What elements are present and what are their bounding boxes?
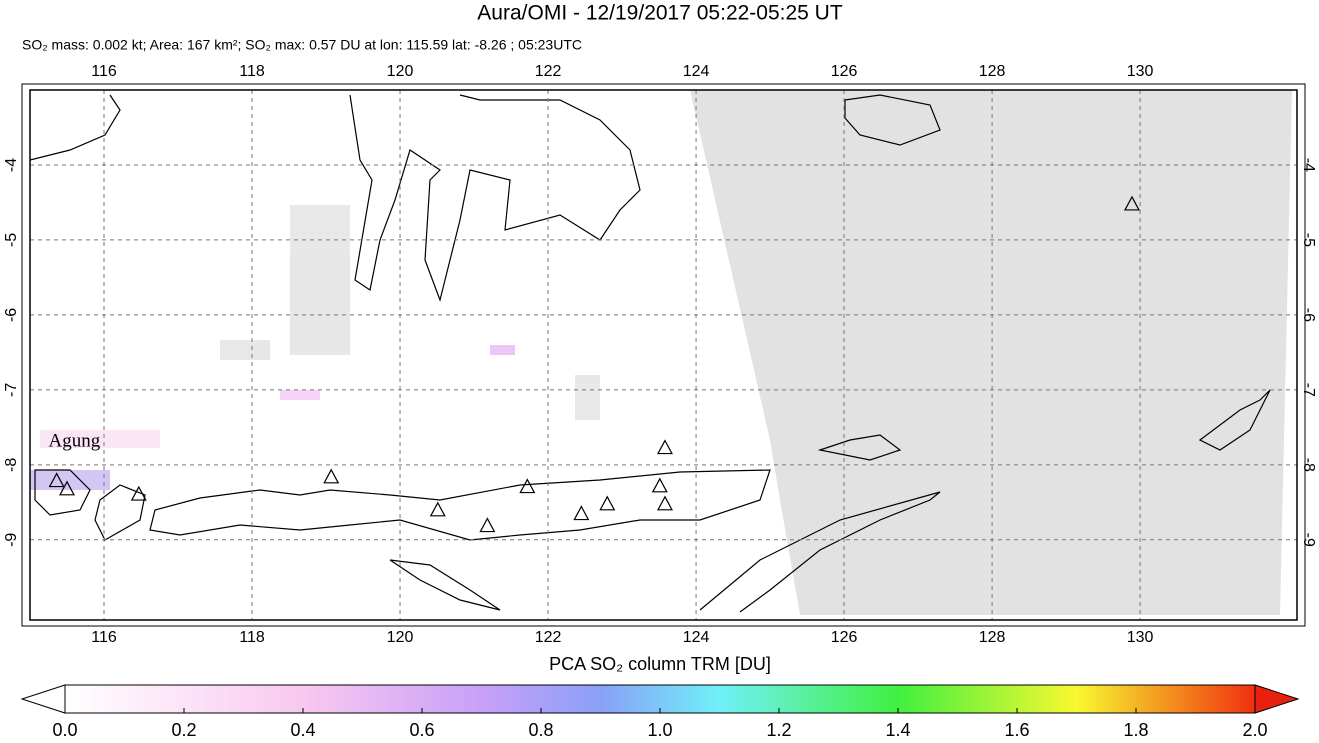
colorbar-label: PCA SO₂ column TRM [DU] [549, 654, 771, 674]
colorbar-over-arrow [1254, 684, 1300, 714]
lon-tick-label-top: 124 [683, 63, 710, 80]
lat-tick-label-left: -4 [3, 158, 20, 172]
lat-tick-label-left: -7 [3, 383, 20, 397]
colorbar-tick-label: 1.0 [647, 720, 672, 740]
lon-tick-label-top: 118 [239, 63, 265, 80]
volcano-marker [599, 495, 616, 511]
lon-tick-label-top: 120 [387, 63, 414, 80]
lon-tick-label-bottom: 130 [1127, 629, 1154, 646]
lon-tick-label-top: 126 [831, 63, 858, 80]
colorbar-tick-label: 2.0 [1242, 720, 1267, 740]
colorbar-tick-label: 1.8 [1123, 720, 1148, 740]
volcano-annotation: Agung [49, 431, 101, 452]
lon-tick-label-bottom: 124 [683, 629, 710, 646]
title: Aura/OMI - 12/19/2017 05:22-05:25 UT [477, 2, 843, 25]
volcano-marker [656, 495, 673, 511]
colorbar-tick-label: 1.2 [766, 720, 791, 740]
subtitle: SO₂ mass: 0.002 kt; Area: 167 km²; SO₂ m… [22, 37, 582, 53]
colorbar-tick-label: 1.6 [1004, 720, 1029, 740]
volcano-marker [519, 478, 536, 494]
volcano-marker [323, 468, 340, 484]
colorbar-tick-label: 0.8 [528, 720, 553, 740]
colorbar-tick-label: 1.4 [885, 720, 910, 740]
lat-tick-label-left: -6 [3, 308, 20, 322]
lat-tick-label-right: -8 [1300, 458, 1317, 472]
volcano-marker [429, 501, 446, 517]
map-area: Agung [30, 90, 1297, 620]
lon-tick-label-bottom: 126 [831, 629, 858, 646]
lat-tick-label-right: -7 [1300, 383, 1317, 397]
volcano-marker [651, 477, 668, 493]
lon-tick-label-top: 128 [979, 63, 1006, 80]
lon-tick-label-bottom: 122 [535, 629, 562, 646]
colorbar-tick-label: 0.0 [52, 720, 77, 740]
lon-tick-label-top: 130 [1127, 63, 1154, 80]
lon-tick-label-bottom: 116 [91, 629, 117, 646]
lon-tick-label-bottom: 118 [239, 629, 265, 646]
volcano-marker [656, 439, 673, 455]
lat-tick-label-right: -5 [1300, 233, 1317, 247]
lat-tick-label-left: -5 [3, 233, 20, 247]
map-frame [29, 89, 1298, 621]
volcano-marker [58, 480, 76, 496]
volcano-marker [573, 505, 590, 521]
lat-tick-label-right: -6 [1300, 308, 1317, 322]
lat-tick-label-right: -9 [1300, 533, 1317, 547]
colorbar-tick-label: 0.4 [290, 720, 315, 740]
lat-tick-label-left: -8 [3, 458, 20, 472]
so2-pixels [30, 205, 600, 490]
lon-tick-label-top: 122 [535, 63, 562, 80]
lat-tick-label-right: -4 [1300, 158, 1317, 172]
colorbar-tick-label: 0.2 [171, 720, 196, 740]
lon-tick-label-top: 116 [91, 63, 117, 80]
colorbar-under-arrow [20, 684, 66, 714]
volcano-marker [130, 485, 147, 501]
lon-tick-label-bottom: 120 [387, 629, 414, 646]
volcano-marker [479, 517, 496, 533]
lat-tick-label-left: -9 [3, 533, 20, 547]
volcano-marker [48, 472, 65, 488]
colorbar-tick-label: 0.6 [409, 720, 434, 740]
coastlines [30, 94, 1271, 613]
no-data-region [690, 90, 1292, 615]
volcano-marker [1123, 195, 1140, 211]
map-outer-frame [21, 83, 1306, 627]
lon-tick-label-bottom: 128 [979, 629, 1006, 646]
